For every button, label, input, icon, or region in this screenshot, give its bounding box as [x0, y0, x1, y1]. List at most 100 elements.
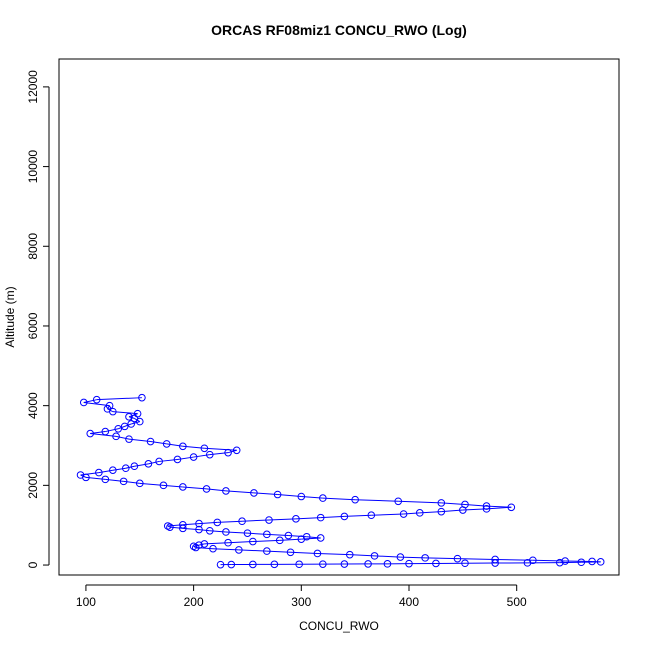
- data-point: [249, 537, 257, 546]
- series-segment: [228, 541, 253, 544]
- data-point: [119, 477, 128, 486]
- x-tick-label: 100: [76, 595, 96, 609]
- data-point: [482, 502, 491, 510]
- data-point: [155, 457, 163, 466]
- data-point: [383, 560, 392, 568]
- data-point: [561, 557, 569, 565]
- series-segment: [238, 549, 267, 552]
- chart-title: ORCAS RF08miz1 CONCU_RWO (Log): [211, 22, 467, 38]
- data-point: [491, 555, 499, 564]
- series-segment: [371, 513, 404, 516]
- series-segment: [374, 555, 401, 558]
- series-segment: [425, 557, 458, 560]
- data-point: [453, 554, 462, 563]
- data-point: [313, 549, 322, 558]
- series-segment: [90, 431, 106, 435]
- series-segment: [344, 514, 372, 517]
- series-segment: [277, 494, 302, 498]
- data-point: [216, 560, 225, 569]
- series-segment: [212, 548, 239, 551]
- plot-frame: [58, 58, 620, 576]
- data-point: [250, 489, 258, 497]
- data-point: [125, 435, 133, 443]
- data-point: [265, 516, 273, 524]
- series-segment: [90, 433, 117, 437]
- series-segment: [128, 416, 135, 419]
- data-point: [127, 420, 135, 428]
- data-point: [112, 432, 120, 441]
- data-point: [205, 526, 214, 535]
- data-point: [507, 503, 516, 512]
- data-point: [86, 429, 95, 438]
- series-segment: [198, 529, 210, 532]
- data-point: [200, 540, 209, 548]
- data-point: [405, 559, 413, 568]
- data-point: [138, 393, 146, 402]
- data-point: [345, 550, 354, 559]
- series-points: [76, 393, 605, 569]
- data-point: [249, 560, 257, 569]
- data-point: [120, 422, 129, 431]
- series-segment: [167, 525, 171, 528]
- x-tick-label: 400: [399, 595, 419, 609]
- data-point: [394, 497, 403, 506]
- data-point: [101, 427, 110, 436]
- data-point: [596, 558, 605, 566]
- series-segment: [400, 556, 426, 559]
- data-point: [195, 519, 203, 528]
- data-point: [130, 414, 139, 423]
- series-segment: [134, 463, 149, 467]
- series-segment: [217, 520, 243, 523]
- series-segment: [532, 559, 566, 562]
- data-point: [162, 440, 171, 448]
- series-segment: [166, 443, 183, 447]
- y-axis-label: Altitude (m): [3, 286, 17, 347]
- y-tick-label: 4000: [26, 392, 40, 419]
- data-point: [224, 538, 232, 547]
- series-segment: [96, 397, 142, 401]
- series-segment: [182, 486, 207, 490]
- data-point: [179, 483, 187, 491]
- data-point: [135, 417, 144, 426]
- series-segment: [403, 512, 420, 515]
- data-point: [297, 492, 306, 501]
- series-segment: [125, 465, 135, 469]
- data-point: [351, 495, 359, 504]
- data-point: [340, 560, 349, 568]
- series-segment: [167, 524, 183, 527]
- series-segment: [98, 469, 113, 474]
- series-segment: [295, 517, 321, 520]
- series-segment: [112, 411, 138, 415]
- y-tick-label: 8000: [26, 233, 40, 260]
- data-point: [292, 515, 300, 523]
- data-point: [491, 559, 499, 567]
- data-point: [224, 448, 232, 457]
- data-point: [437, 499, 446, 507]
- data-point: [135, 479, 144, 488]
- data-point: [121, 464, 130, 473]
- data-point: [179, 524, 187, 533]
- data-point: [297, 535, 306, 543]
- data-point: [432, 559, 440, 568]
- data-point: [209, 544, 217, 553]
- series-segment: [148, 460, 160, 465]
- series-segment: [268, 518, 296, 521]
- data-point: [79, 398, 88, 407]
- series-segment: [209, 530, 226, 533]
- data-point: [173, 455, 182, 464]
- series-segment: [398, 500, 442, 504]
- data-point: [222, 528, 230, 536]
- data-point: [191, 543, 200, 552]
- series-segment: [349, 554, 375, 557]
- data-point: [166, 523, 174, 531]
- data-point: [159, 481, 168, 490]
- data-point: [82, 473, 90, 482]
- series-segment: [105, 428, 119, 433]
- series-segment: [182, 527, 200, 531]
- data-point: [144, 460, 153, 468]
- data-point: [270, 560, 279, 569]
- y-tick-label: 0: [26, 561, 40, 568]
- series-segment: [322, 497, 356, 501]
- data-point: [202, 485, 211, 493]
- data-point: [213, 518, 222, 527]
